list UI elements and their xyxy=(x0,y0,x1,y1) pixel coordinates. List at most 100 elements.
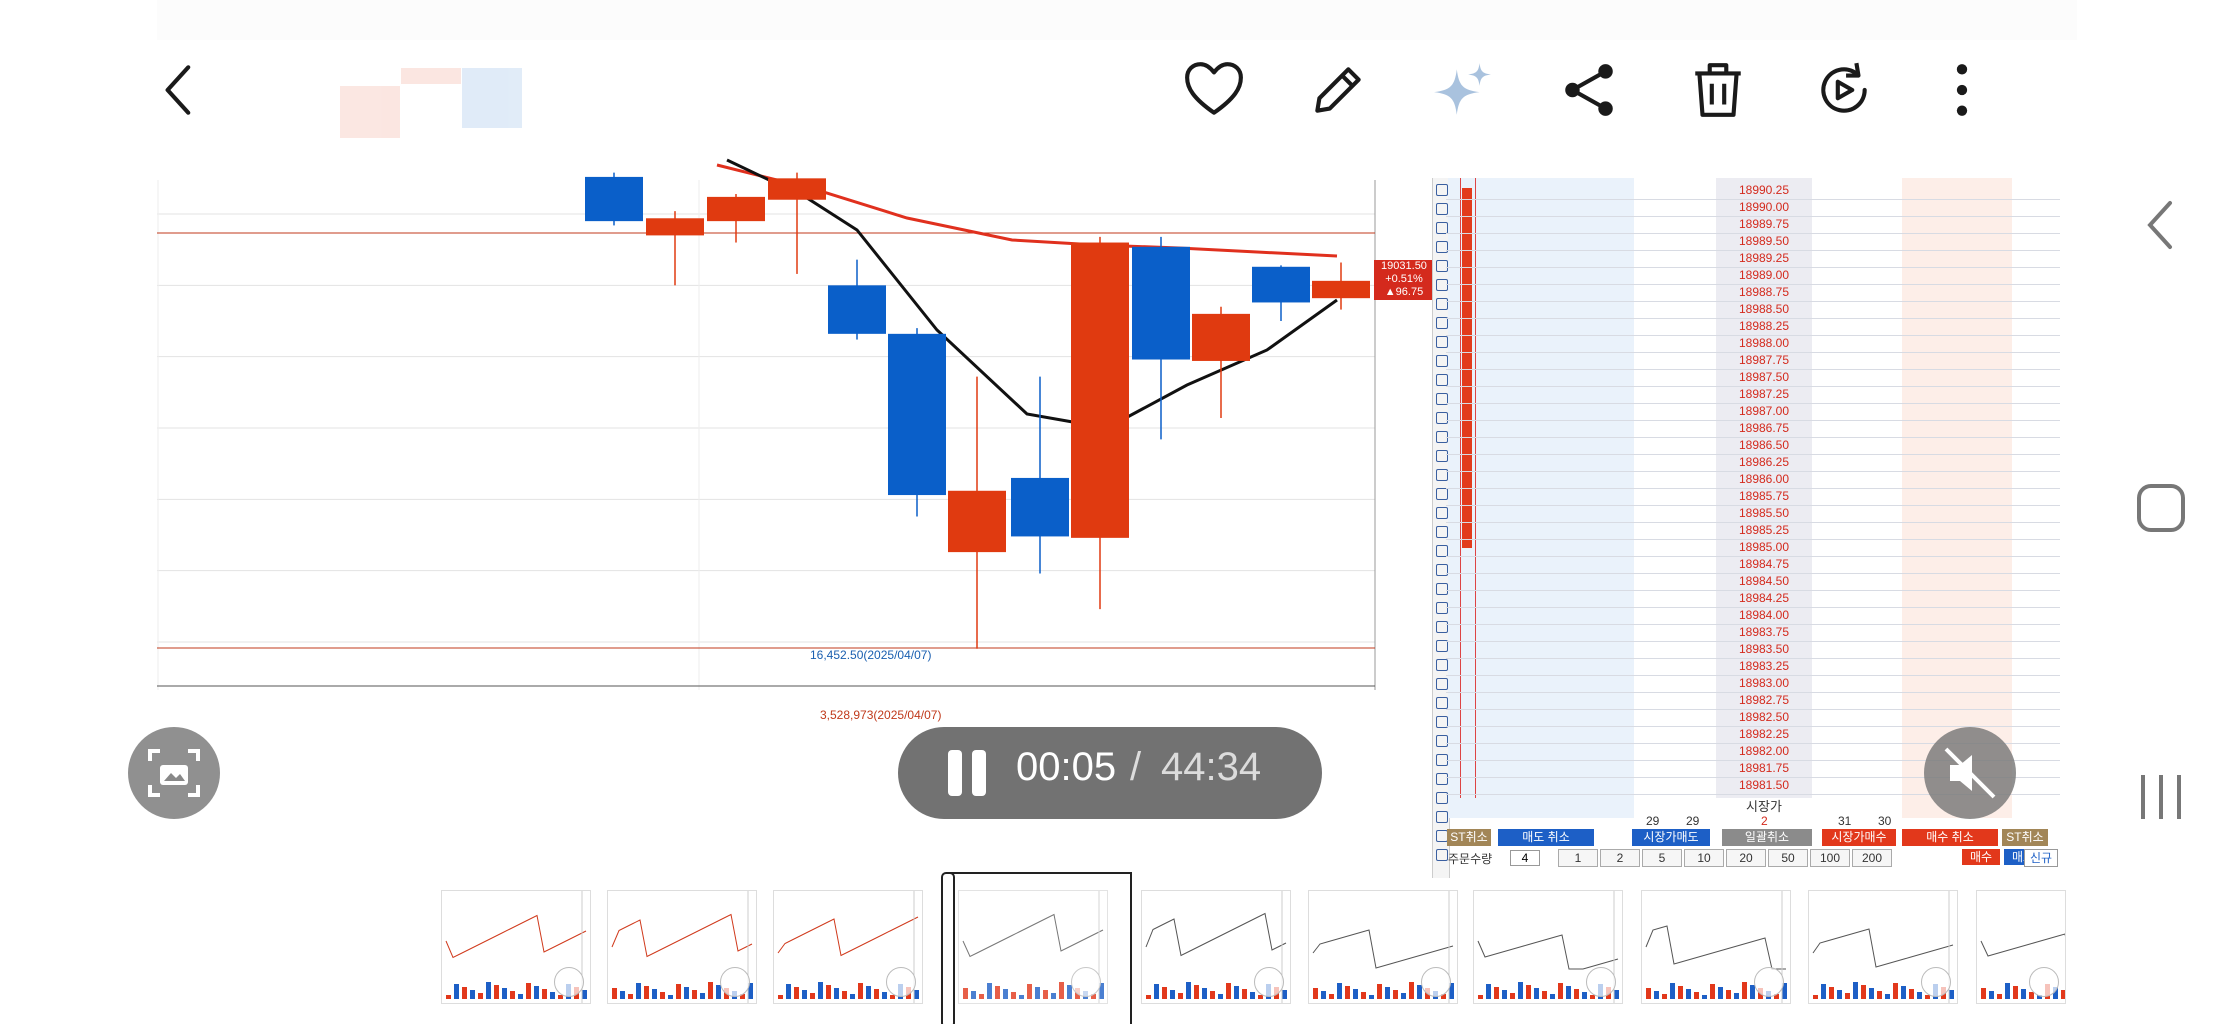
orderbook-row[interactable]: 18984.00 xyxy=(1446,607,2060,625)
orderbook-row[interactable]: 18990.00 xyxy=(1446,199,2060,217)
drawing-tool-icon[interactable] xyxy=(1436,545,1448,557)
orderbook-row[interactable]: 18982.75 xyxy=(1446,692,2060,710)
filmstrip-thumbnail[interactable] xyxy=(441,890,591,1004)
drawing-tool-icon[interactable] xyxy=(1436,355,1448,367)
drawing-tool-icon[interactable] xyxy=(1436,640,1448,652)
filmstrip-thumbnail[interactable] xyxy=(773,890,923,1004)
orderbook-row[interactable]: 18987.00 xyxy=(1446,403,2060,421)
orderbook-row[interactable]: 18982.25 xyxy=(1446,726,2060,744)
drawing-tool-icon[interactable] xyxy=(1436,792,1448,804)
edit-button[interactable] xyxy=(1298,50,1378,130)
drawing-tool-icon[interactable] xyxy=(1436,336,1448,348)
orderbook-row[interactable]: 18986.00 xyxy=(1446,471,2060,489)
orderbook-row[interactable]: 18986.75 xyxy=(1446,420,2060,438)
buy-button[interactable]: 매수 xyxy=(1962,849,2000,865)
qty-preset-button[interactable]: 50 xyxy=(1768,849,1808,867)
drawing-tool-icon[interactable] xyxy=(1436,298,1448,310)
qty-preset-button[interactable]: 10 xyxy=(1684,849,1724,867)
orderbook-row[interactable]: 18981.75 xyxy=(1446,760,2060,778)
drawing-tool-icon[interactable] xyxy=(1436,564,1448,576)
orderbook-row[interactable]: 18988.25 xyxy=(1446,318,2060,336)
filmstrip-thumbnail[interactable] xyxy=(607,890,757,1004)
rotate-play-button[interactable] xyxy=(1804,50,1884,130)
drawing-tool-icon[interactable] xyxy=(1436,393,1448,405)
orderbook-row[interactable]: 18989.25 xyxy=(1446,250,2060,268)
qty-preset-button[interactable]: 5 xyxy=(1642,849,1682,867)
filmstrip-thumbnail[interactable] xyxy=(1308,890,1458,1004)
filmstrip-thumbnail[interactable] xyxy=(1141,890,1291,1004)
st-cancel-left-button[interactable]: ST취소 xyxy=(1447,829,1491,846)
drawing-tool-icon[interactable] xyxy=(1436,488,1448,500)
nav-back-button[interactable] xyxy=(2126,190,2196,260)
qty-preset-button[interactable]: 20 xyxy=(1726,849,1766,867)
sell-cancel-button[interactable]: 매도 취소 xyxy=(1498,829,1594,846)
drawing-tool-icon[interactable] xyxy=(1436,849,1448,861)
st-cancel-right-button[interactable]: ST취소 xyxy=(2002,829,2048,846)
orderbook-row[interactable]: 18988.00 xyxy=(1446,335,2060,353)
buy-cancel-button[interactable]: 매수 취소 xyxy=(1902,829,1998,846)
qty-preset-button[interactable]: 1 xyxy=(1558,849,1598,867)
orderbook-row[interactable]: 18987.50 xyxy=(1446,369,2060,387)
drawing-tool-icon[interactable] xyxy=(1436,260,1448,272)
qty-preset-button[interactable]: 2 xyxy=(1600,849,1640,867)
orderbook-row[interactable]: 18989.75 xyxy=(1446,216,2060,234)
orderbook-row[interactable]: 18985.75 xyxy=(1446,488,2060,506)
playhead-frame[interactable] xyxy=(948,872,1132,1024)
delete-button[interactable] xyxy=(1678,50,1758,130)
orderbook-row[interactable]: 18985.00 xyxy=(1446,539,2060,557)
filmstrip-thumbnail[interactable] xyxy=(958,890,1108,1004)
orderbook-row[interactable]: 18981.50 xyxy=(1446,777,2060,795)
cancel-all-button[interactable]: 일괄취소 xyxy=(1722,829,1812,846)
drawing-tool-icon[interactable] xyxy=(1436,412,1448,424)
orderbook-row[interactable]: 18990.25 xyxy=(1446,182,2060,200)
order-qty-input[interactable]: 4 xyxy=(1510,850,1540,866)
capture-button[interactable] xyxy=(128,727,220,819)
orderbook-row[interactable]: 18983.50 xyxy=(1446,641,2060,659)
share-button[interactable] xyxy=(1549,50,1629,130)
orderbook-row[interactable]: 18984.75 xyxy=(1446,556,2060,574)
drawing-tool-icon[interactable] xyxy=(1436,773,1448,785)
playhead-handle[interactable] xyxy=(941,872,955,1024)
drawing-tool-icon[interactable] xyxy=(1436,317,1448,329)
orderbook-row[interactable]: 18986.50 xyxy=(1446,437,2060,455)
orderbook-row[interactable]: 18987.75 xyxy=(1446,352,2060,370)
drawing-tool-icon[interactable] xyxy=(1436,602,1448,614)
orderbook-row[interactable]: 18984.50 xyxy=(1446,573,2060,591)
drawing-tool-icon[interactable] xyxy=(1436,279,1448,291)
pause-button[interactable] xyxy=(940,744,1000,802)
orderbook-row[interactable]: 18988.75 xyxy=(1446,284,2060,302)
orderbook-row[interactable]: 18985.25 xyxy=(1446,522,2060,540)
market-buy-button[interactable]: 시장가매수 xyxy=(1822,829,1896,846)
nav-recents-button[interactable] xyxy=(2126,762,2196,832)
orderbook-row[interactable]: 18989.50 xyxy=(1446,233,2060,251)
drawing-tool-icon[interactable] xyxy=(1436,583,1448,595)
orderbook-row[interactable]: 18988.50 xyxy=(1446,301,2060,319)
mute-button[interactable] xyxy=(1924,727,2016,819)
orderbook-row[interactable]: 18982.50 xyxy=(1446,709,2060,727)
orderbook-row[interactable]: 18986.25 xyxy=(1446,454,2060,472)
drawing-tool-icon[interactable] xyxy=(1436,735,1448,747)
drawing-tool-icon[interactable] xyxy=(1436,507,1448,519)
drawing-tool-icon[interactable] xyxy=(1436,374,1448,386)
new-order-button[interactable]: 신규 xyxy=(2024,849,2058,867)
drawing-tool-icon[interactable] xyxy=(1436,450,1448,462)
filmstrip-thumbnail[interactable] xyxy=(1808,890,1958,1004)
market-sell-button[interactable]: 시장가매도 xyxy=(1632,829,1710,846)
orderbook-row[interactable]: 18984.25 xyxy=(1446,590,2060,608)
drawing-tool-icon[interactable] xyxy=(1436,659,1448,671)
orderbook-row[interactable]: 18983.75 xyxy=(1446,624,2060,642)
drawing-tool-icon[interactable] xyxy=(1436,678,1448,690)
orderbook-row[interactable]: 18982.00 xyxy=(1446,743,2060,761)
drawing-tool-icon[interactable] xyxy=(1436,222,1448,234)
orderbook-row[interactable]: 18987.25 xyxy=(1446,386,2060,404)
orderbook-row[interactable]: 18985.50 xyxy=(1446,505,2060,523)
filmstrip-thumbnail[interactable] xyxy=(1641,890,1791,1004)
drawing-tool-icon[interactable] xyxy=(1436,241,1448,253)
drawing-tool-icon[interactable] xyxy=(1436,526,1448,538)
drawing-tool-icon[interactable] xyxy=(1436,203,1448,215)
filmstrip-thumbnail[interactable] xyxy=(1976,890,2066,1004)
back-button[interactable] xyxy=(140,50,220,130)
drawing-tool-icon[interactable] xyxy=(1436,469,1448,481)
orderbook-row[interactable]: 18983.25 xyxy=(1446,658,2060,676)
drawing-tool-icon[interactable] xyxy=(1436,697,1448,709)
